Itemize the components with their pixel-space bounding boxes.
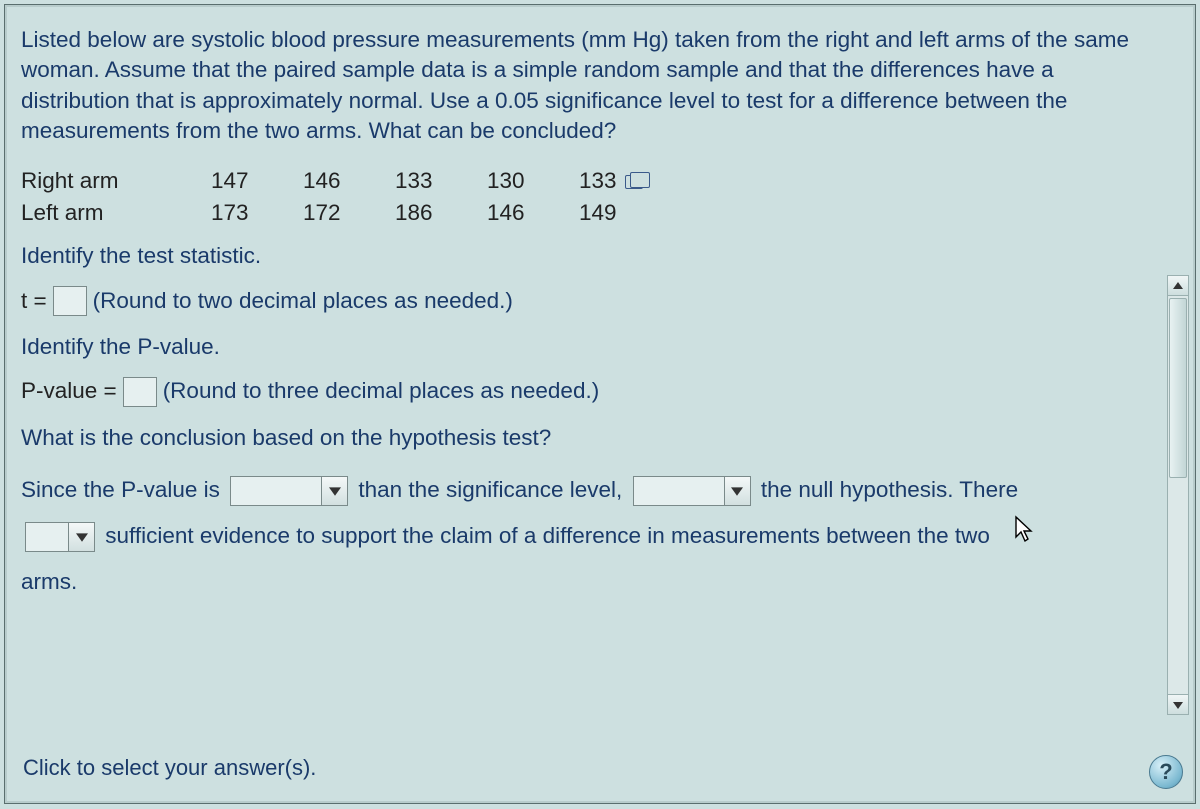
scroll-thumb[interactable] — [1169, 298, 1187, 478]
q3-prompt: What is the conclusion based on the hypo… — [21, 423, 1157, 453]
q1-prompt: Identify the test statistic. — [21, 241, 1157, 271]
cell: 130 — [487, 165, 579, 197]
question-intro: Listed below are systolic blood pressure… — [21, 25, 1157, 147]
conc-text: than the significance level, — [358, 477, 622, 502]
sufficiency-select[interactable] — [25, 522, 95, 552]
conclusion-sentence: Since the P-value is than the significan… — [21, 467, 1157, 605]
row-label: Left arm — [21, 197, 211, 229]
cell: 146 — [487, 197, 579, 229]
help-button[interactable]: ? — [1149, 755, 1183, 789]
cell: 173 — [211, 197, 303, 229]
table-row: Right arm 147 146 133 130 133 — [21, 165, 671, 197]
data-table: Right arm 147 146 133 130 133 Left arm 1… — [21, 165, 671, 230]
q2-prompt: Identify the P-value. — [21, 332, 1157, 362]
pvalue-label: P-value = — [21, 376, 117, 406]
cell: 147 — [211, 165, 303, 197]
footer-hint: Click to select your answer(s). — [23, 755, 316, 781]
conc-text: the null hypothesis. There — [761, 477, 1018, 502]
q2-hint: (Round to three decimal places as needed… — [163, 376, 600, 406]
chevron-down-icon[interactable] — [724, 477, 750, 505]
t-label: t = — [21, 286, 47, 316]
scroll-down-icon[interactable] — [1168, 694, 1188, 714]
cell: 172 — [303, 197, 395, 229]
cell: 133 — [395, 165, 487, 197]
conc-text: sufficient evidence to support the claim… — [105, 523, 990, 548]
q1-input-row: t = (Round to two decimal places as need… — [21, 286, 1157, 316]
copy-icon[interactable] — [625, 175, 643, 189]
conc-text: Since the P-value is — [21, 477, 220, 502]
question-content: Listed below are systolic blood pressure… — [11, 11, 1165, 797]
vertical-scrollbar[interactable] — [1167, 275, 1189, 715]
cell: 149 — [579, 197, 671, 229]
conc-text: arms. — [21, 569, 77, 594]
question-frame: Listed below are systolic blood pressure… — [4, 4, 1196, 804]
t-statistic-input[interactable] — [53, 286, 87, 316]
table-row: Left arm 173 172 186 146 149 — [21, 197, 671, 229]
compare-select[interactable] — [230, 476, 348, 506]
chevron-down-icon[interactable] — [68, 523, 94, 551]
cell: 133 — [579, 165, 671, 197]
cell: 186 — [395, 197, 487, 229]
scroll-up-icon[interactable] — [1168, 276, 1188, 296]
decision-select[interactable] — [633, 476, 751, 506]
cell: 146 — [303, 165, 395, 197]
q2-input-row: P-value = (Round to three decimal places… — [21, 376, 1157, 406]
q1-hint: (Round to two decimal places as needed.) — [93, 286, 513, 316]
chevron-down-icon[interactable] — [321, 477, 347, 505]
pvalue-input[interactable] — [123, 377, 157, 407]
row-label: Right arm — [21, 165, 211, 197]
